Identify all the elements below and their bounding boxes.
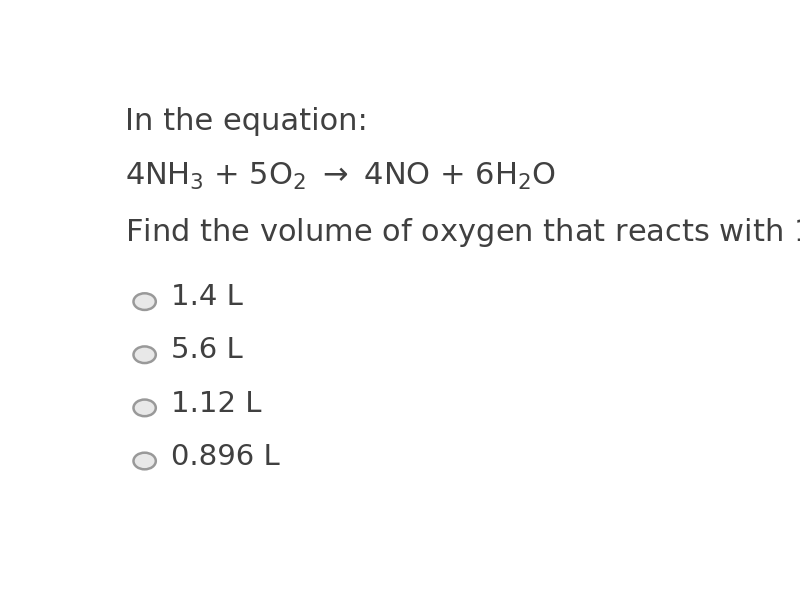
Circle shape [134, 293, 156, 310]
Text: 1.4 L: 1.4 L [171, 283, 243, 311]
Circle shape [134, 346, 156, 363]
Text: In the equation:: In the equation: [125, 107, 367, 136]
Text: 1.12 L: 1.12 L [171, 389, 262, 418]
Circle shape [134, 452, 156, 469]
Text: 5.6 L: 5.6 L [171, 337, 243, 364]
Text: 4NH$_3$ + 5O$_2$ $\rightarrow$ 4NO + 6H$_2$O: 4NH$_3$ + 5O$_2$ $\rightarrow$ 4NO + 6H$… [125, 161, 556, 192]
Circle shape [134, 400, 156, 416]
Text: Find the volume of oxygen that reacts with 1.12 L of NH$_3$.: Find the volume of oxygen that reacts wi… [125, 215, 800, 248]
Text: 0.896 L: 0.896 L [171, 443, 280, 471]
